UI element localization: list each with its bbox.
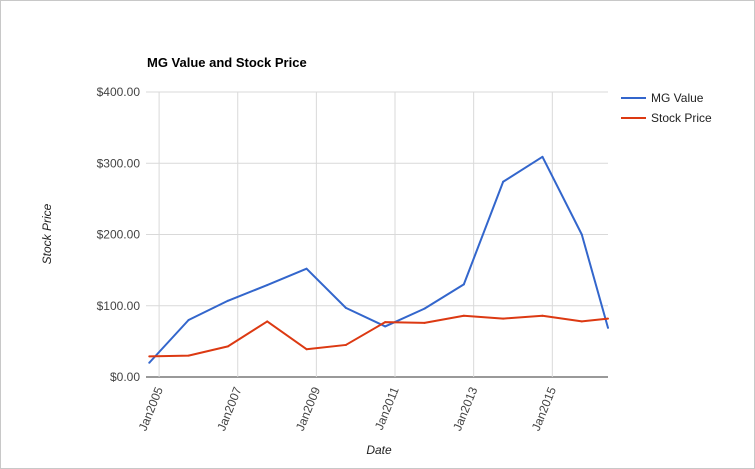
y-tick-label: $300.00 bbox=[97, 156, 141, 170]
grid bbox=[146, 91, 608, 378]
y-axis-ticks: $0.00 $100.00 $200.00 $300.00 $400.00 bbox=[97, 85, 141, 384]
data-point-stock-price bbox=[607, 317, 609, 320]
y-tick-label: $400.00 bbox=[97, 85, 141, 99]
data-point-stock-price bbox=[541, 314, 544, 317]
x-axis-label: Date bbox=[366, 443, 392, 457]
data-point-stock-price bbox=[187, 354, 190, 357]
data-point-mg-value bbox=[226, 299, 229, 302]
data-point-mg-value bbox=[502, 180, 505, 183]
data-point-stock-price bbox=[305, 348, 308, 351]
legend-label: MG Value bbox=[651, 91, 704, 105]
data-point-mg-value bbox=[266, 284, 269, 287]
data-point-stock-price bbox=[148, 355, 151, 358]
x-tick-label: Jan2013 bbox=[450, 385, 480, 433]
data-point-mg-value bbox=[148, 361, 151, 364]
data-point-stock-price bbox=[462, 314, 465, 317]
data-point-stock-price bbox=[384, 321, 387, 324]
series-lines bbox=[148, 155, 609, 364]
data-point-mg-value bbox=[305, 267, 308, 270]
x-tick-label: Jan2011 bbox=[372, 385, 402, 432]
legend-label: Stock Price bbox=[651, 111, 712, 125]
data-point-stock-price bbox=[423, 321, 426, 324]
data-point-stock-price bbox=[502, 317, 505, 320]
data-point-mg-value bbox=[344, 306, 347, 309]
data-point-mg-value bbox=[187, 319, 190, 321]
x-tick-label: Jan2015 bbox=[529, 385, 559, 433]
legend: MG Value Stock Price bbox=[621, 91, 712, 125]
data-point-mg-value bbox=[541, 155, 544, 158]
chart-title: MG Value and Stock Price bbox=[147, 55, 307, 70]
data-point-stock-price bbox=[580, 320, 583, 323]
data-point-stock-price bbox=[226, 345, 229, 348]
y-tick-label: $100.00 bbox=[97, 299, 141, 313]
x-tick-label: Jan2007 bbox=[214, 385, 244, 433]
data-point-mg-value bbox=[384, 325, 387, 328]
data-point-stock-price bbox=[344, 343, 347, 346]
data-point-mg-value bbox=[423, 307, 426, 310]
x-axis-ticks: Jan2005 Jan2007 Jan2009 Jan2011 Jan2013 Jan20… bbox=[136, 385, 560, 433]
series-line-stock-price bbox=[149, 314, 609, 358]
data-point-stock-price bbox=[266, 320, 269, 323]
y-axis-label: Stock Price bbox=[40, 203, 54, 264]
x-tick-label: Jan2009 bbox=[293, 385, 323, 433]
data-point-mg-value bbox=[580, 233, 583, 236]
series-line-mg-value bbox=[148, 155, 609, 364]
data-point-mg-value bbox=[462, 283, 465, 286]
data-point-mg-value bbox=[607, 326, 609, 329]
y-tick-label: $0.00 bbox=[110, 370, 140, 384]
y-tick-label: $200.00 bbox=[97, 228, 141, 242]
x-tick-label: Jan2005 bbox=[136, 385, 166, 433]
